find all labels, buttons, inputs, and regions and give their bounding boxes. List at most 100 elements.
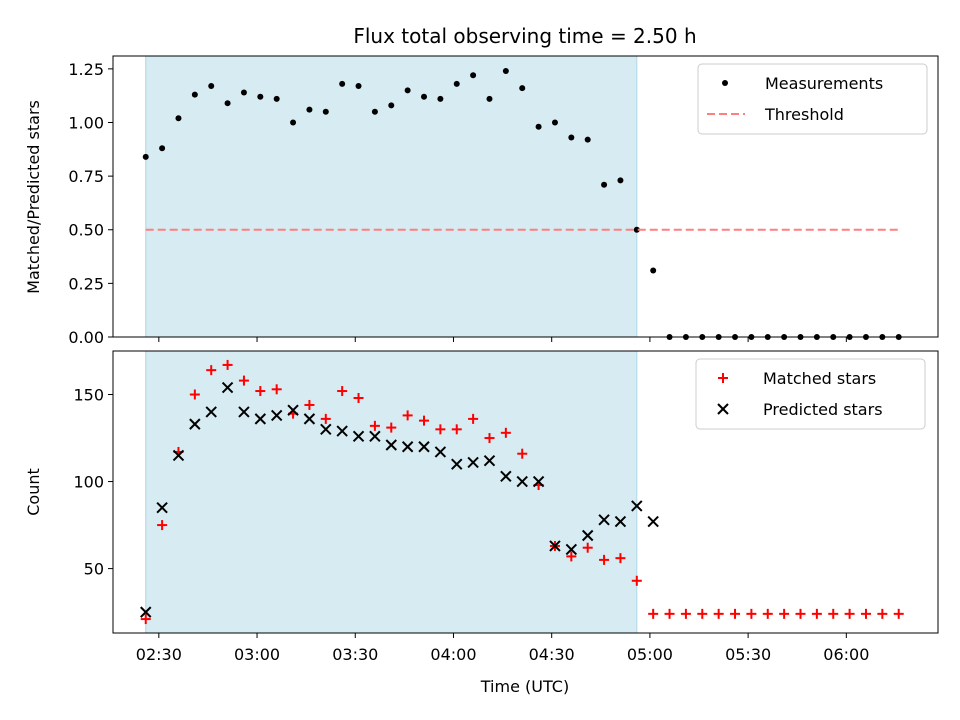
data-point (535, 123, 542, 130)
data-point (369, 430, 381, 443)
data-point (500, 427, 511, 438)
legend-swatch (722, 80, 728, 86)
data-point (467, 456, 479, 469)
data-point (418, 441, 430, 453)
data-point (254, 413, 267, 425)
data-point (221, 381, 234, 394)
data-point (369, 420, 380, 431)
data-point (355, 83, 362, 90)
observing-span (145, 55, 638, 338)
data-point (206, 365, 217, 376)
data-point (470, 72, 477, 79)
data-point (270, 409, 283, 422)
series-measurements (142, 68, 902, 340)
data-point (320, 423, 332, 436)
x-tick-label: 03:30 (332, 645, 378, 664)
data-point (287, 404, 299, 416)
data-point (468, 413, 479, 424)
x-tick-label: 05:30 (725, 645, 771, 664)
legend-box (697, 63, 928, 135)
data-point (532, 475, 545, 488)
y-tick-label: 0.25 (68, 274, 104, 293)
data-point (402, 410, 413, 421)
data-point (385, 439, 397, 451)
x-tick-label: 06:00 (823, 645, 869, 664)
bottom-x-axis-label: Time (UTC) (480, 677, 569, 696)
y-tick-label: 150 (73, 386, 104, 405)
data-point (483, 454, 496, 467)
data-point (140, 614, 151, 625)
data-point (598, 514, 610, 526)
data-point (697, 608, 708, 619)
data-point (240, 89, 247, 96)
data-point (648, 608, 659, 619)
data-point (175, 115, 182, 122)
data-point (352, 430, 365, 443)
data-point (811, 608, 822, 619)
data-point (795, 608, 806, 619)
data-point (290, 119, 297, 126)
data-point (434, 446, 447, 458)
y-tick-label: 0.75 (68, 167, 104, 186)
y-tick-label: 50 (84, 560, 104, 579)
y-tick-label: 1.25 (68, 60, 104, 79)
data-point (222, 359, 233, 370)
ratio-panel: 0.00 0.25 0.50 0.75 1.00 1.25 Matched/Predicte… (24, 55, 939, 347)
data-point (631, 500, 643, 512)
data-point (257, 93, 264, 100)
legend-swatch (717, 403, 729, 415)
data-point (304, 399, 315, 410)
data-point (437, 95, 444, 102)
data-point (156, 501, 168, 514)
data-point (601, 181, 608, 188)
data-point (337, 386, 348, 397)
data-point (599, 554, 610, 565)
y-tick-label: 0.00 (68, 328, 104, 347)
chart-title: Flux total observing time = 2.50 h (353, 24, 696, 48)
count-panel: 50 100 150 02:30 03:00 03:30 04:00 04:30 05:00 05… (24, 350, 939, 664)
data-point (172, 449, 185, 462)
data-point (371, 108, 378, 115)
legend-label: Matched stars (763, 369, 876, 388)
data-point (615, 553, 626, 564)
data-point (746, 608, 757, 619)
data-point (566, 551, 577, 562)
data-point (271, 384, 282, 395)
data-point (419, 415, 430, 426)
data-point (844, 608, 855, 619)
series-matched-stars (140, 359, 904, 625)
data-point (680, 608, 691, 619)
observing-span (145, 350, 638, 634)
data-point (893, 608, 904, 619)
legend-label: Measurements (765, 74, 883, 93)
data-point (353, 393, 364, 403)
data-point (303, 413, 316, 425)
data-point (581, 529, 594, 542)
data-point (255, 386, 266, 397)
data-point (877, 608, 888, 619)
series-predicted-stars (140, 381, 659, 618)
legend-label: Predicted stars (763, 400, 883, 419)
legend-box (695, 358, 926, 430)
data-point (486, 95, 493, 102)
data-point (140, 606, 152, 618)
data-point (189, 389, 200, 400)
legend-swatch (718, 373, 728, 383)
data-point (779, 608, 790, 619)
data-point (453, 80, 460, 87)
y-tick-label: 0.50 (68, 221, 104, 240)
y-axis-label: Count (24, 468, 43, 516)
data-point (404, 87, 411, 94)
data-point (386, 422, 397, 433)
plot-frame (112, 55, 939, 338)
data-point (551, 119, 558, 126)
data-point (633, 226, 640, 233)
data-point (159, 145, 166, 152)
data-point (568, 134, 575, 141)
y-tick-label: 100 (73, 473, 104, 492)
data-point (650, 267, 657, 274)
data-point (516, 475, 528, 488)
data-point (647, 515, 659, 528)
legend: Matched stars Predicted stars (695, 358, 926, 430)
